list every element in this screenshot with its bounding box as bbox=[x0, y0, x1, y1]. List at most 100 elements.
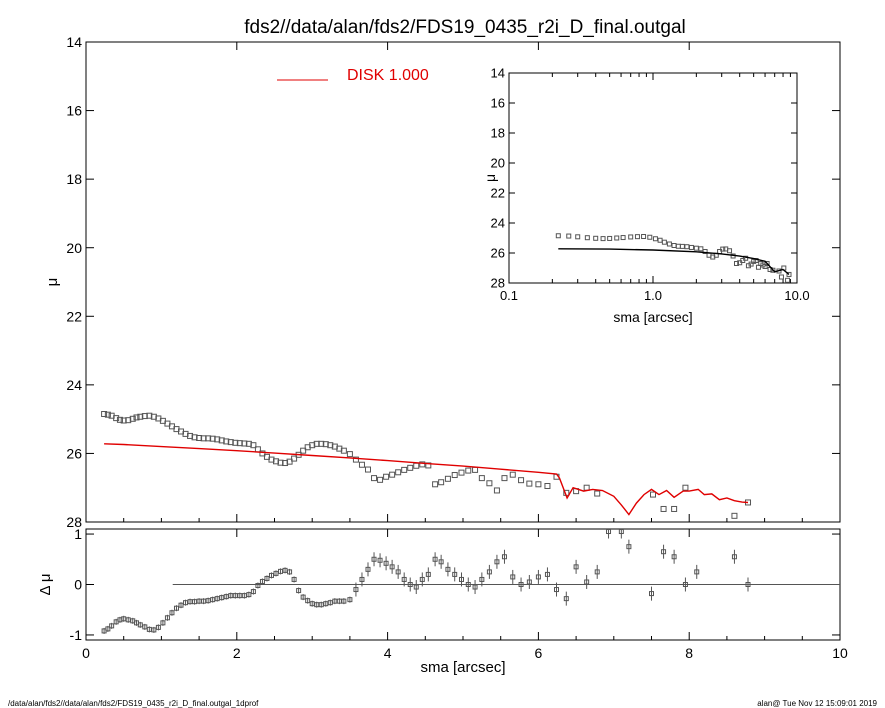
residual-data-point bbox=[121, 616, 127, 622]
residual-data-point bbox=[192, 599, 198, 605]
main-data-point bbox=[116, 416, 123, 423]
residual-data-point bbox=[137, 622, 143, 628]
inset-log-plot: 14 16 18 20 22 24 26 280.1 1.0 10.0 sma [arcsec] μ bbox=[482, 66, 810, 325]
resid-ytick-label: -1 bbox=[70, 627, 83, 643]
residual-data-point bbox=[282, 567, 288, 573]
residual-data-point bbox=[649, 591, 654, 597]
inset-ytick-label: 28 bbox=[491, 276, 505, 291]
main-data-point bbox=[346, 451, 353, 458]
inset-data-point bbox=[785, 277, 791, 283]
inset-data-point bbox=[600, 236, 606, 242]
main-data-point bbox=[432, 481, 439, 488]
residual-data-point bbox=[273, 570, 279, 576]
residual-data-point bbox=[618, 529, 624, 535]
inset-data-point bbox=[666, 241, 672, 247]
residual-data-point bbox=[323, 601, 329, 607]
main-data-point bbox=[650, 491, 657, 498]
residual-data-point bbox=[291, 576, 297, 582]
main-data-point bbox=[458, 469, 465, 476]
main-data-point bbox=[259, 450, 266, 457]
legend-label: DISK 1.000 bbox=[347, 67, 429, 84]
inset-data-point bbox=[733, 261, 739, 266]
main-data-point bbox=[286, 458, 293, 465]
main-data-point bbox=[401, 466, 408, 473]
main-data-point bbox=[300, 447, 307, 454]
inset-xtick-label: 1.0 bbox=[644, 288, 662, 303]
main-data-point bbox=[660, 505, 667, 512]
inset-data-point bbox=[620, 235, 626, 241]
main-ytick-label: 26 bbox=[66, 445, 82, 461]
main-data-point bbox=[509, 471, 516, 478]
inset-data-point bbox=[688, 244, 694, 250]
residual-data-point bbox=[314, 602, 320, 608]
inset-data-point bbox=[702, 249, 708, 254]
residual-data-point bbox=[479, 576, 485, 582]
inset-data-point bbox=[634, 234, 640, 240]
resid-xtick-label: 8 bbox=[685, 645, 693, 661]
main-data-point bbox=[133, 414, 140, 421]
main-data-point bbox=[340, 447, 347, 454]
resid-xtick-label: 10 bbox=[832, 645, 848, 661]
main-data-point bbox=[526, 480, 533, 487]
inset-background bbox=[509, 73, 797, 283]
inset-data-point bbox=[778, 274, 784, 280]
main-data-point bbox=[583, 484, 590, 491]
residual-data-point bbox=[296, 588, 302, 594]
residual-data-point bbox=[278, 568, 284, 574]
inset-data-point bbox=[698, 246, 704, 252]
residual-data-point bbox=[305, 598, 311, 604]
inset-ytick-label: 14 bbox=[491, 66, 505, 81]
main-data-point bbox=[101, 411, 108, 417]
residual-data-point bbox=[250, 589, 256, 595]
main-data-point bbox=[395, 469, 402, 476]
main-data-point bbox=[358, 461, 365, 468]
residual-data-point bbox=[395, 569, 401, 575]
main-data-point bbox=[472, 466, 479, 473]
inset-data-point bbox=[593, 235, 599, 241]
residual-data-point bbox=[142, 624, 148, 630]
resid-xtick-label: 2 bbox=[233, 645, 241, 661]
main-data-point bbox=[113, 415, 120, 422]
main-data-point bbox=[478, 475, 485, 482]
main-data-point bbox=[364, 466, 371, 473]
residual-data-point bbox=[160, 620, 166, 626]
main-data-point bbox=[535, 481, 542, 488]
residual-data-point bbox=[109, 623, 115, 629]
main-data-point bbox=[671, 505, 678, 512]
residual-data-point bbox=[365, 566, 371, 572]
residual-data-point bbox=[494, 559, 500, 565]
main-ytick-label: 24 bbox=[66, 377, 82, 393]
inset-data-point bbox=[566, 233, 572, 239]
residual-data-point bbox=[178, 602, 184, 608]
residual-data-point bbox=[563, 596, 569, 602]
residual-data-point bbox=[264, 575, 270, 581]
residual-data-point bbox=[682, 582, 688, 587]
inset-data-point bbox=[693, 245, 699, 251]
residual-data-point bbox=[573, 564, 579, 570]
residual-data-point bbox=[594, 569, 600, 575]
residual-data-point bbox=[401, 576, 407, 582]
residual-data-point bbox=[510, 574, 516, 580]
residual-xlabel: sma [arcsec] bbox=[420, 659, 505, 676]
residual-data-point bbox=[196, 598, 202, 604]
residual-data-point bbox=[671, 554, 677, 560]
inset-data-point bbox=[555, 233, 561, 239]
residual-data-point bbox=[371, 556, 377, 562]
residual-data-point bbox=[377, 557, 383, 563]
main-data-point bbox=[465, 467, 472, 474]
residual-data-point bbox=[237, 593, 243, 599]
residual-data-point bbox=[341, 598, 347, 604]
residual-data-point bbox=[155, 624, 161, 630]
main-data-point bbox=[731, 512, 738, 519]
inset-data-point bbox=[661, 239, 667, 245]
residual-data-point bbox=[425, 571, 431, 577]
inset-data-point bbox=[607, 235, 613, 241]
main-data-point bbox=[493, 487, 500, 494]
residual-data-point bbox=[419, 576, 425, 582]
residual-data-point bbox=[353, 587, 359, 593]
residual-data-point bbox=[255, 583, 261, 589]
inset-ytick-label: 16 bbox=[491, 96, 505, 111]
main-data-point bbox=[413, 462, 420, 469]
residual-data-point bbox=[452, 571, 458, 577]
